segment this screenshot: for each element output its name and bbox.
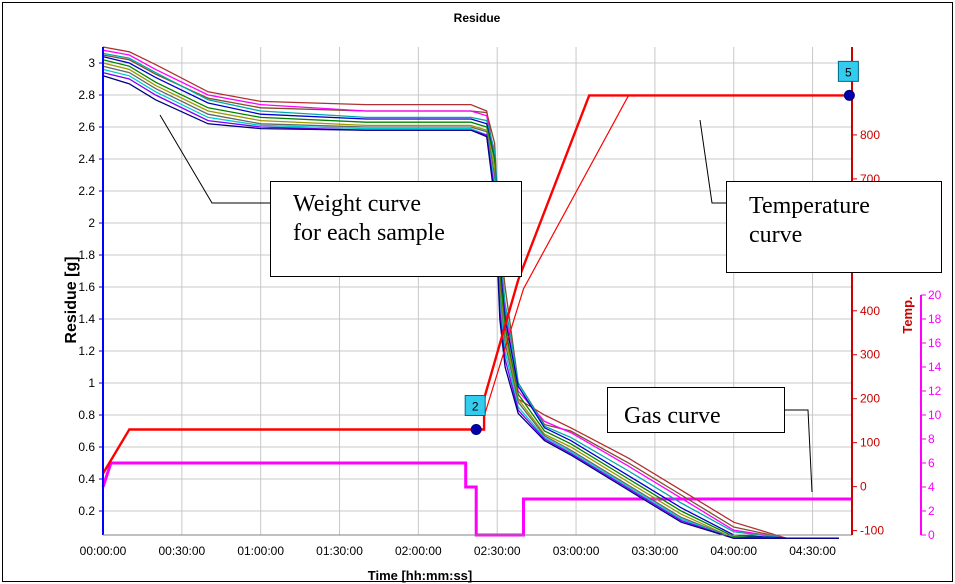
marker-point <box>470 423 482 435</box>
y-tick-label: 2.2 <box>78 184 95 198</box>
x-tick-label: 04:00:00 <box>710 544 757 558</box>
y-tick-label: 1.8 <box>78 248 95 262</box>
weight-callout: Weight curve for each sample <box>270 181 522 277</box>
y2-tick-label: 400 <box>860 304 880 318</box>
y-axis-label: Residue [g] <box>63 256 80 343</box>
marker-point <box>843 89 855 101</box>
gas-callout-text: Gas curve <box>624 403 721 429</box>
y-tick-label: 3 <box>88 56 95 70</box>
y2-tick-label: -100 <box>860 524 884 538</box>
x-tick-label: 03:00:00 <box>553 544 600 558</box>
temperature-leader-line <box>699 119 726 204</box>
y3-tick-label: 4 <box>928 480 935 494</box>
y-tick-label: 0.4 <box>78 472 95 486</box>
y-tick-label: 1 <box>88 376 95 390</box>
weight-line <box>102 52 839 539</box>
x-tick-label: 04:30:00 <box>789 544 836 558</box>
marker-label: 2 <box>472 399 479 413</box>
y3-tick-label: 6 <box>928 456 935 470</box>
weight-line <box>102 68 839 539</box>
temperature-callout: Temperature curve <box>726 181 942 273</box>
y3-tick-label: 0 <box>928 528 935 542</box>
y2-tick-label: 0 <box>860 480 867 494</box>
y-tick-label: 1.4 <box>78 312 95 326</box>
weight-leader-line <box>159 114 270 204</box>
y-tick-label: 1.2 <box>78 344 95 358</box>
y3-tick-label: 10 <box>928 408 942 422</box>
y-tick-label: 2.6 <box>78 120 95 134</box>
y2-axis-label: Temp. <box>900 296 915 333</box>
weight-line <box>102 59 839 539</box>
y2-tick-label: 100 <box>860 436 880 450</box>
marker-label: 5 <box>845 65 852 79</box>
temperature-callout-text: Temperature curve <box>749 193 870 248</box>
marker-label-box <box>837 60 859 82</box>
y3-tick-label: 12 <box>928 384 942 398</box>
weight-line <box>102 62 839 539</box>
y3-tick-label: 16 <box>928 336 942 350</box>
weight-line <box>102 49 839 539</box>
axes: 00:00:00 00:30:00 01:00:00 01:30:00 02:00:00… <box>78 47 942 558</box>
gas-leader-line <box>785 409 813 493</box>
weight-series <box>102 46 839 539</box>
y3-tick-label: 20 <box>928 288 942 302</box>
marker-label-box <box>464 394 486 416</box>
y-tick-label: 1.6 <box>78 280 95 294</box>
weight-callout-text: Weight curve for each sample <box>293 191 445 246</box>
x-axis-label: Time [hh:mm:ss] <box>368 568 473 583</box>
markers: 25 <box>464 60 859 435</box>
chart-title: Residue <box>454 11 501 25</box>
gas-series <box>101 461 852 537</box>
weight-line <box>102 65 839 539</box>
y3-tick-label: 8 <box>928 432 935 446</box>
x-tick-label: 01:30:00 <box>316 544 363 558</box>
x-tick-label: 02:00:00 <box>395 544 442 558</box>
y-tick-label: 0.6 <box>78 440 95 454</box>
y3-tick-label: 18 <box>928 312 942 326</box>
y-tick-label: 2 <box>88 216 95 230</box>
y2-tick-label: 300 <box>860 348 880 362</box>
x-tick-label: 02:30:00 <box>474 544 521 558</box>
leader-lines <box>159 114 813 493</box>
x-tick-label: 00:30:00 <box>158 544 205 558</box>
y2-tick-label: 800 <box>860 128 880 142</box>
y-tick-label: 2.8 <box>78 88 95 102</box>
y-tick-label: 2.4 <box>78 152 95 166</box>
weight-line <box>102 71 839 539</box>
x-tick-label: 03:30:00 <box>632 544 679 558</box>
y3-tick-label: 14 <box>928 360 942 374</box>
y3-tick-label: 2 <box>928 504 935 518</box>
gas-line <box>101 461 852 537</box>
y-tick-label: 0.2 <box>78 504 95 518</box>
weight-line <box>102 75 839 539</box>
y-tick-label: 0.8 <box>78 408 95 422</box>
x-tick-label: 00:00:00 <box>80 544 127 558</box>
temperature-line <box>102 94 852 474</box>
x-tick-label: 01:00:00 <box>237 544 284 558</box>
gas-callout: Gas curve <box>607 387 785 433</box>
y2-tick-label: 200 <box>860 392 880 406</box>
